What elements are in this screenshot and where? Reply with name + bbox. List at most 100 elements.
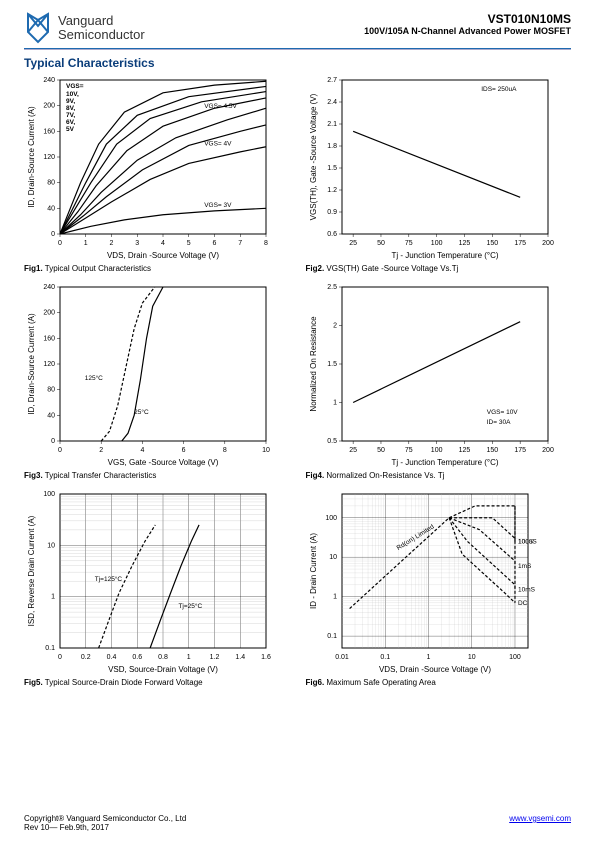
svg-text:2.4: 2.4 [327, 99, 337, 106]
svg-text:1.8: 1.8 [327, 143, 337, 150]
svg-text:2.5: 2.5 [327, 284, 337, 291]
svg-text:VDS, Drain -Source Voltage (V): VDS, Drain -Source Voltage (V) [378, 665, 490, 674]
svg-text:125°C: 125°C [85, 374, 103, 382]
svg-text:7: 7 [238, 240, 242, 247]
svg-text:ID - Drain Current (A): ID - Drain Current (A) [309, 533, 318, 609]
svg-text:75: 75 [404, 447, 412, 454]
svg-text:0: 0 [51, 438, 55, 445]
svg-text:10V,: 10V, [66, 91, 79, 98]
svg-text:100: 100 [509, 654, 521, 661]
svg-text:1: 1 [84, 240, 88, 247]
svg-text:1: 1 [51, 594, 55, 601]
svg-text:5V: 5V [66, 126, 75, 133]
svg-text:4: 4 [140, 447, 144, 454]
svg-text:0.5: 0.5 [327, 438, 337, 445]
vanguard-logo-icon [24, 12, 52, 44]
svg-text:0.01: 0.01 [335, 654, 349, 661]
svg-text:VSD, Source-Drain Voltage (V): VSD, Source-Drain Voltage (V) [108, 665, 218, 674]
svg-text:Tj=25°C: Tj=25°C [178, 602, 202, 610]
svg-text:0.2: 0.2 [81, 654, 91, 661]
svg-text:0.4: 0.4 [107, 654, 117, 661]
brand-line2: Semiconductor [58, 28, 145, 42]
svg-text:Tj - Junction Temperature (°C): Tj - Junction Temperature (°C) [391, 251, 498, 260]
svg-text:2: 2 [333, 323, 337, 330]
fig2-caption: Fig2. VGS(TH) Gate -Source Voltage Vs.Tj [306, 264, 572, 273]
svg-text:8V,: 8V, [66, 105, 75, 112]
svg-text:1: 1 [187, 654, 191, 661]
svg-text:150: 150 [486, 240, 498, 247]
svg-text:VGS=: VGS= [66, 83, 84, 90]
svg-text:0.1: 0.1 [380, 654, 390, 661]
svg-text:1.5: 1.5 [327, 361, 337, 368]
svg-text:1: 1 [333, 594, 337, 601]
svg-text:125: 125 [458, 240, 470, 247]
revision: Rev 10— Feb.9th, 2017 [24, 823, 186, 832]
fig4-chart: 2550751001251501752000.511.522.5Tj - Jun… [306, 279, 556, 469]
svg-text:200: 200 [542, 447, 554, 454]
svg-text:Tj=125°C: Tj=125°C [95, 575, 123, 583]
svg-text:100: 100 [43, 491, 55, 498]
svg-text:10mS: 10mS [517, 587, 535, 594]
svg-text:1: 1 [333, 400, 337, 407]
svg-text:Rd(on) Limited: Rd(on) Limited [395, 523, 435, 552]
svg-text:VGS(TH), Gate -Source Voltage: VGS(TH), Gate -Source Voltage (V) [309, 93, 318, 220]
svg-text:25: 25 [349, 447, 357, 454]
svg-text:0.1: 0.1 [327, 633, 337, 640]
svg-text:8: 8 [223, 447, 227, 454]
svg-text:ISD, Reverse Drain Current (A): ISD, Reverse Drain Current (A) [27, 515, 36, 626]
svg-text:100: 100 [325, 515, 337, 522]
svg-text:7V,: 7V, [66, 112, 75, 119]
svg-text:0.9: 0.9 [327, 209, 337, 216]
svg-text:1.6: 1.6 [261, 654, 271, 661]
svg-text:200: 200 [43, 310, 55, 317]
svg-text:80: 80 [47, 387, 55, 394]
svg-text:100: 100 [430, 447, 442, 454]
svg-text:ID= 30A: ID= 30A [486, 419, 510, 426]
svg-text:175: 175 [514, 240, 526, 247]
svg-text:1: 1 [426, 654, 430, 661]
svg-text:ID, Drain-Source Current (A): ID, Drain-Source Current (A) [27, 106, 36, 208]
svg-text:175: 175 [514, 447, 526, 454]
fig5-chart: 00.20.40.60.811.21.41.60.1110100VSD, Sou… [24, 486, 274, 676]
svg-text:25°C: 25°C [134, 408, 149, 416]
part-info: VST010N10MS 100V/105A N-Channel Advanced… [364, 12, 571, 36]
svg-text:120: 120 [43, 361, 55, 368]
svg-text:100uS: 100uS [517, 539, 536, 546]
svg-text:0: 0 [51, 231, 55, 238]
svg-text:1.2: 1.2 [210, 654, 220, 661]
part-number: VST010N10MS [364, 12, 571, 26]
svg-text:6: 6 [182, 447, 186, 454]
svg-text:DC: DC [517, 600, 527, 607]
svg-text:VGS, Gate -Source Voltage (V): VGS, Gate -Source Voltage (V) [108, 458, 219, 467]
svg-text:0.6: 0.6 [132, 654, 142, 661]
svg-text:1mS: 1mS [517, 563, 531, 570]
fig3-chart: 024681004080120160200240VGS, Gate -Sourc… [24, 279, 274, 469]
svg-text:40: 40 [47, 412, 55, 419]
fig3-caption: Fig3. Typical Transfer Characteristics [24, 471, 290, 480]
svg-text:0.8: 0.8 [158, 654, 168, 661]
fig4-caption: Fig4. Normalized On-Resistance Vs. Tj [306, 471, 572, 480]
svg-text:100: 100 [430, 240, 442, 247]
brand-logo-area: Vanguard Semiconductor [24, 12, 145, 44]
svg-text:240: 240 [43, 284, 55, 291]
svg-text:160: 160 [43, 128, 55, 135]
copyright: Copyright® Vanguard Semiconductor Co., L… [24, 814, 186, 823]
svg-text:75: 75 [404, 240, 412, 247]
svg-text:25: 25 [349, 240, 357, 247]
svg-text:VDS, Drain -Source Voltage (V): VDS, Drain -Source Voltage (V) [107, 251, 219, 260]
svg-text:160: 160 [43, 335, 55, 342]
footer-url[interactable]: www.vgsemi.com [509, 814, 571, 832]
section-title: Typical Characteristics [24, 56, 571, 70]
svg-text:0: 0 [58, 240, 62, 247]
svg-text:1.2: 1.2 [327, 187, 337, 194]
svg-text:2.7: 2.7 [327, 77, 337, 84]
svg-text:0.6: 0.6 [327, 231, 337, 238]
fig1-chart: 01234567804080120160200240VDS, Drain -So… [24, 72, 274, 262]
part-desc: 100V/105A N-Channel Advanced Power MOSFE… [364, 26, 571, 36]
svg-text:10: 10 [47, 542, 55, 549]
svg-text:10: 10 [262, 447, 270, 454]
svg-text:VGS= 4V: VGS= 4V [204, 140, 232, 147]
svg-text:Normalized On Resistance: Normalized On Resistance [309, 316, 318, 412]
svg-text:200: 200 [43, 103, 55, 110]
svg-text:80: 80 [47, 180, 55, 187]
